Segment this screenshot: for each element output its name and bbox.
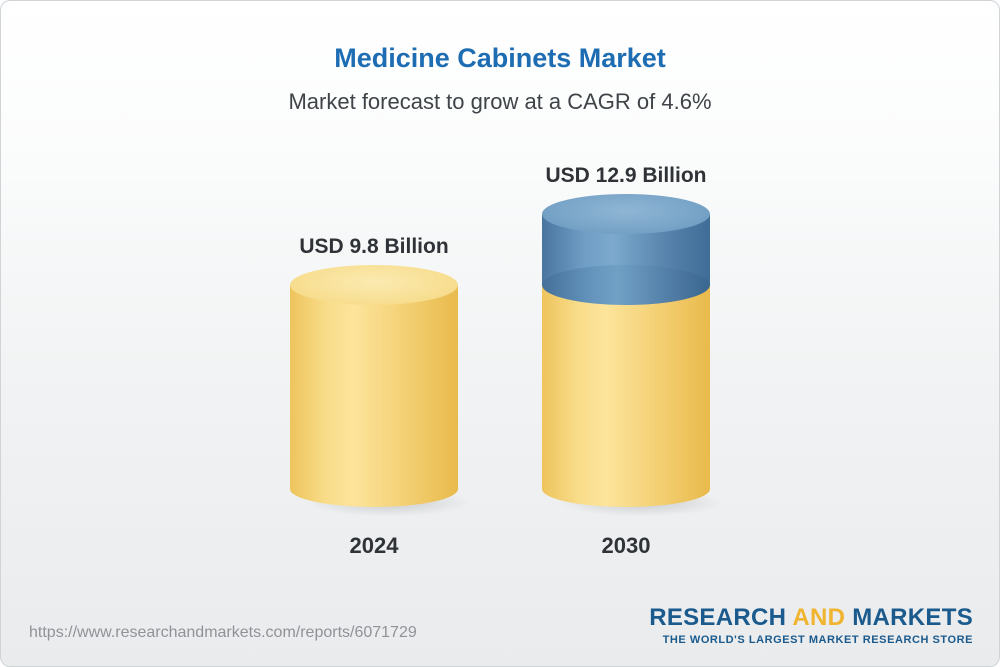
logo-word-research: RESEARCH: [649, 604, 787, 631]
cylinder-2024: [290, 264, 474, 517]
category-label-2030: 2030: [601, 533, 651, 558]
report-url-link[interactable]: https://www.researchandmarkets.com/repor…: [29, 624, 417, 641]
research-and-markets-logo: RESEARCH AND MARKETS THE WORLD'S LARGEST…: [649, 606, 973, 646]
cylinder-2024-segment: [290, 264, 458, 507]
cylinder-2030-junction-ellipse: [542, 264, 710, 305]
cylinder-2030-base-segment: [542, 284, 710, 507]
logo-word-markets: MARKETS: [852, 604, 973, 631]
cylinder-2024-top-ellipse: [290, 264, 458, 305]
chart-subtitle: Market forecast to grow at a CAGR of 4.6…: [288, 89, 712, 114]
chart-title: Medicine Cabinets Market: [334, 43, 666, 73]
category-label-2024: 2024: [349, 533, 399, 558]
logo-wordmark: RESEARCH AND MARKETS: [649, 606, 973, 630]
value-label-2030: USD 12.9 Billion: [545, 164, 707, 188]
logo-tagline: THE WORLD'S LARGEST MARKET RESEARCH STOR…: [662, 634, 973, 646]
cylinder-2030-top-ellipse: [542, 194, 710, 235]
logo-word-and: AND: [792, 604, 846, 631]
value-label-2024: USD 9.8 Billion: [299, 234, 449, 258]
bar-group-2030: USD 12.9 Billion 2030: [542, 164, 726, 559]
cylinder-2030: [542, 194, 726, 517]
bar-group-2024: USD 9.8 Billion 2024: [290, 234, 474, 559]
cylinder-2030-growth-segment: [542, 194, 710, 305]
